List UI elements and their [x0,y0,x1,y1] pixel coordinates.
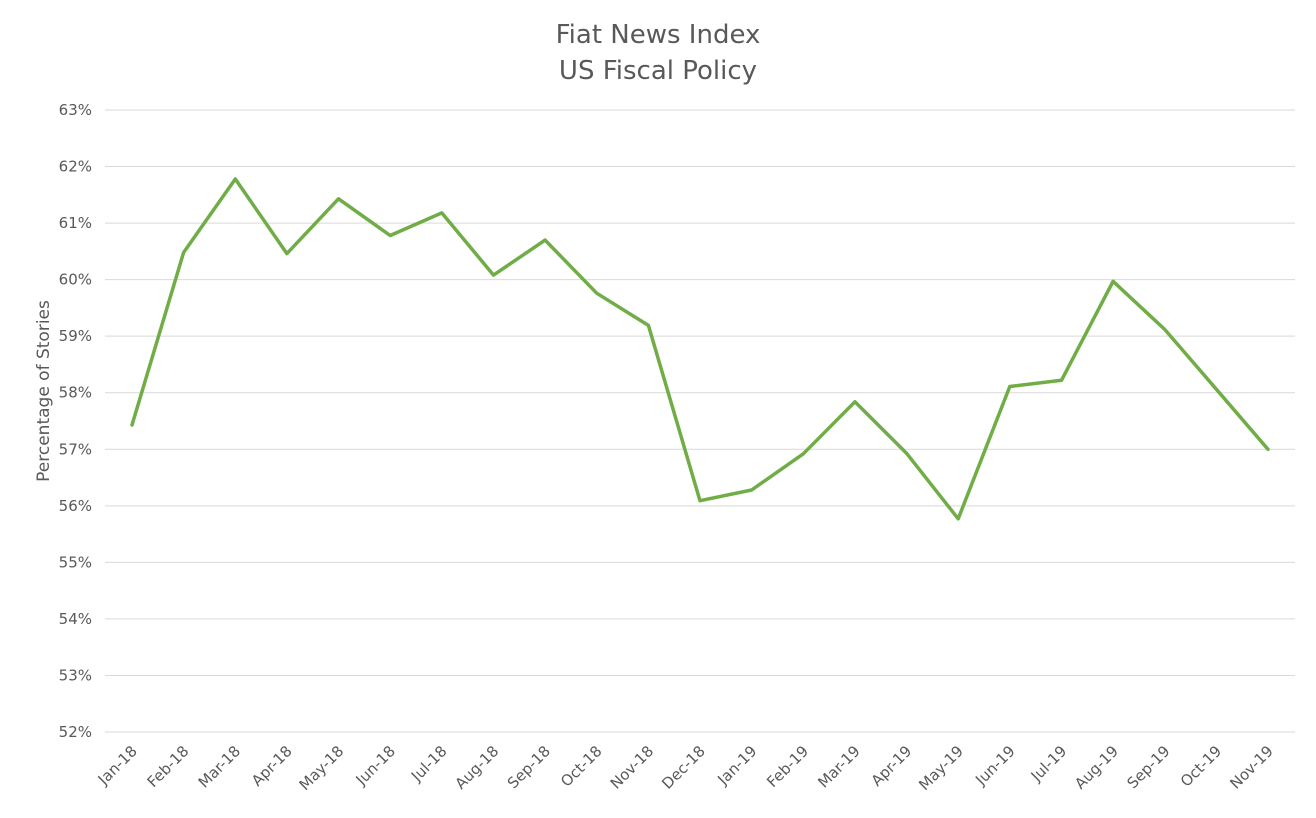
x-tick-label: Apr-18 [248,742,296,790]
data-point [182,250,186,254]
series-group [130,177,1270,521]
x-tick-label: Jul-19 [1027,742,1071,786]
data-point [388,234,392,238]
data-point [440,211,444,215]
x-tick-label: May-18 [296,742,348,794]
data-point [337,197,341,201]
data-point [1111,279,1115,283]
y-tick-label: 63% [59,101,92,119]
data-point [853,400,857,404]
data-point [1214,387,1218,391]
x-tick-label: Jan-19 [713,742,760,789]
x-tick-label: Aug-19 [1071,742,1122,793]
y-tick-label: 62% [59,158,92,176]
x-tick-label: Nov-18 [607,742,657,792]
x-tick-label: Feb-19 [763,742,812,791]
data-point [543,238,547,242]
data-point [233,177,237,181]
x-tick-label: Nov-19 [1226,742,1276,792]
y-tick-label: 54% [59,610,92,628]
data-point [698,499,702,503]
x-tick-label: Oct-18 [557,742,605,790]
data-point [646,323,650,327]
x-tick-label: Jun-18 [352,742,399,789]
x-tick-label: Mar-18 [195,742,244,791]
data-point [1008,385,1012,389]
series-line [130,177,1270,521]
data-point [1059,378,1063,382]
chart-subtitle: US Fiscal Policy [559,56,757,86]
data-point [491,273,495,277]
data-point [956,517,960,521]
y-tick-label: 61% [59,214,92,232]
y-tick-label: 55% [59,553,92,571]
y-tick-label: 58% [59,384,92,402]
y-tick-label: 57% [59,440,92,458]
x-tick-label: Dec-18 [658,742,709,793]
data-point [801,452,805,456]
y-tick-label: 52% [59,723,92,741]
y-tick-label: 53% [59,666,92,684]
x-tick-label: Aug-18 [452,742,503,793]
y-tick-label: 56% [59,497,92,515]
x-tick-label: Jul-18 [407,742,451,786]
x-tick-label: May-19 [915,742,967,794]
x-tick-label: Apr-19 [868,742,916,790]
data-point [905,451,909,455]
x-tick-label: Sep-18 [504,742,554,792]
x-tick-label: Jan-18 [94,742,141,789]
data-point [750,488,754,492]
x-tick-label: Mar-19 [814,742,863,791]
x-axis-ticks: Jan-18 Feb-18 Mar-18 Apr-18 May-18 Jun-18 Jul-… [94,742,1277,794]
data-point [1266,447,1270,451]
gridlines [105,109,1295,733]
x-tick-label: Feb-18 [144,742,193,791]
data-point [595,291,599,295]
x-tick-label: Jun-19 [971,742,1018,789]
x-tick-label: Oct-19 [1177,742,1225,790]
data-point [285,252,289,256]
y-tick-label: 59% [59,327,92,345]
data-point [1163,327,1167,331]
y-axis-ticks: 52% 53% 54% 55% 56% 57% 58% 59% 60% 61% 62% 63% [59,101,92,741]
data-point [130,423,134,427]
y-tick-label: 60% [59,271,92,289]
x-tick-label: Sep-19 [1124,742,1174,792]
y-axis-label: Percentage of Stories [34,300,54,482]
chart-title: Fiat News Index [556,20,761,50]
